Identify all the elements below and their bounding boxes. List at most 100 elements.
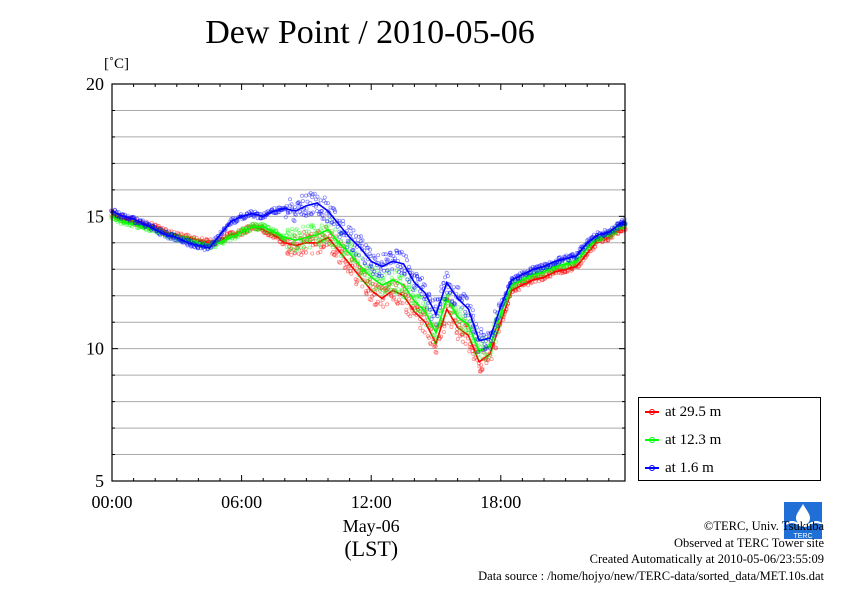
data-point [421, 282, 426, 287]
data-point [362, 267, 367, 272]
data-point [362, 261, 367, 266]
data-point [174, 238, 179, 243]
data-point [346, 269, 351, 274]
data-point [415, 307, 420, 312]
data-point [285, 230, 290, 235]
data-point [601, 233, 606, 238]
data-point [406, 312, 411, 317]
data-point [564, 253, 569, 258]
data-point [415, 277, 420, 282]
data-point [449, 324, 454, 329]
data-point [356, 241, 361, 246]
data-point [420, 310, 425, 315]
data-point [415, 308, 420, 313]
data-point [457, 322, 462, 327]
y-tick-label: 20 [86, 74, 104, 94]
legend-swatch [645, 465, 659, 471]
legend-swatch [645, 409, 659, 415]
data-point [418, 277, 423, 282]
data-point [344, 251, 349, 256]
data-point [375, 272, 380, 277]
data-point [320, 232, 325, 237]
data-point [452, 320, 457, 325]
data-point [349, 271, 354, 276]
data-point [592, 238, 597, 243]
data-point [262, 230, 267, 235]
data-point [310, 243, 315, 248]
data-point [250, 222, 255, 227]
data-point [347, 239, 352, 244]
data-point [221, 241, 226, 246]
data-point [292, 251, 297, 256]
data-point [539, 268, 544, 273]
data-point [323, 224, 328, 229]
data-point [339, 238, 344, 243]
data-point [298, 244, 303, 249]
data-point [399, 249, 404, 254]
data-point [322, 234, 327, 239]
data-point [149, 223, 154, 228]
data-point [430, 340, 435, 345]
data-point [274, 211, 279, 216]
data-point [493, 345, 498, 350]
data-point [310, 192, 315, 197]
data-point [289, 229, 294, 234]
legend-label: at 1.6 m [665, 459, 714, 476]
data-point [335, 239, 340, 244]
data-point [318, 227, 323, 232]
data-point [359, 278, 364, 283]
data-point [476, 350, 481, 355]
data-point [453, 302, 458, 307]
data-point [435, 334, 440, 339]
data-point [285, 251, 290, 256]
y-axis-unit-label: [˚C] [104, 56, 129, 72]
data-point [577, 260, 582, 265]
data-point [360, 284, 365, 289]
data-point [337, 232, 342, 237]
data-point [422, 296, 427, 301]
data-point [297, 231, 302, 236]
data-point [480, 350, 485, 355]
data-point [295, 201, 300, 206]
data-point [309, 223, 314, 228]
data-point [338, 239, 343, 244]
data-point [309, 211, 314, 216]
data-point [596, 238, 601, 243]
data-point [588, 242, 593, 247]
data-point [428, 341, 433, 346]
data-point [177, 233, 182, 238]
data-point [246, 224, 251, 229]
data-point [370, 272, 375, 277]
data-point [433, 349, 438, 354]
data-point [189, 244, 194, 249]
data-point [446, 321, 451, 326]
data-point [392, 289, 397, 294]
data-point [129, 224, 134, 229]
data-point [435, 314, 440, 319]
data-point [265, 224, 270, 229]
data-point [313, 204, 318, 209]
data-point [271, 232, 276, 237]
data-point [109, 215, 114, 220]
data-point [337, 218, 342, 223]
data-point [404, 307, 409, 312]
data-point [488, 346, 493, 351]
data-point [409, 286, 414, 291]
data-point [401, 252, 406, 257]
data-point [471, 356, 476, 361]
data-point [236, 228, 241, 233]
data-point [425, 306, 430, 311]
data-point [379, 276, 384, 281]
data-point [318, 211, 323, 216]
data-point [244, 230, 249, 235]
data-point [458, 293, 463, 298]
data-point [163, 227, 168, 232]
data-point [355, 278, 360, 283]
y-tick-label: 10 [86, 339, 104, 359]
data-point [216, 237, 221, 242]
data-point [384, 288, 389, 293]
data-point [295, 245, 300, 250]
data-point [385, 287, 390, 292]
data-point [610, 235, 615, 240]
data-point [368, 254, 373, 259]
